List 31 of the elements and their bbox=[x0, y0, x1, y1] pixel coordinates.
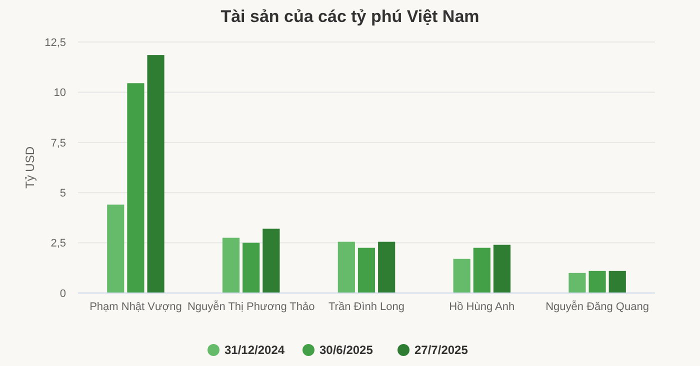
x-tick-label: Hồ Hùng Anh bbox=[449, 301, 515, 313]
legend-label: 31/12/2024 bbox=[224, 343, 285, 358]
bar bbox=[262, 228, 280, 293]
bar bbox=[378, 242, 396, 293]
bar bbox=[222, 238, 240, 293]
legend-label: 30/6/2025 bbox=[320, 343, 374, 358]
x-tick-label: Trần Đình Long bbox=[328, 301, 405, 313]
y-tick-label: 2,5 bbox=[50, 238, 66, 250]
x-tick-label: Nguyễn Đăng Quang bbox=[546, 300, 649, 313]
bar bbox=[568, 272, 586, 293]
bar bbox=[147, 55, 164, 293]
bar bbox=[588, 270, 606, 293]
y-axis-title: Tỷ USD bbox=[23, 146, 37, 188]
x-tick-label: Phạm Nhật Vượng bbox=[90, 301, 182, 313]
bar bbox=[608, 270, 626, 293]
y-tick-label: 7,5 bbox=[50, 137, 66, 150]
y-tick-label: 12,5 bbox=[44, 36, 66, 49]
bar bbox=[338, 242, 355, 293]
bar bbox=[453, 258, 470, 293]
bar bbox=[358, 248, 376, 293]
bar bbox=[127, 83, 144, 293]
bar bbox=[107, 204, 124, 293]
bar bbox=[473, 248, 490, 293]
legend-label: 27/7/2025 bbox=[414, 343, 468, 358]
x-tick-label: Nguyễn Thị Phương Thảo bbox=[187, 300, 315, 313]
bar bbox=[493, 244, 511, 293]
y-tick-label: 5 bbox=[60, 187, 66, 200]
y-tick-label: 0 bbox=[60, 288, 66, 300]
chart-title: Tài sản của các tỷ phú Việt Nam bbox=[220, 7, 480, 26]
y-tick-label: 10 bbox=[54, 87, 66, 100]
bar bbox=[242, 242, 260, 293]
